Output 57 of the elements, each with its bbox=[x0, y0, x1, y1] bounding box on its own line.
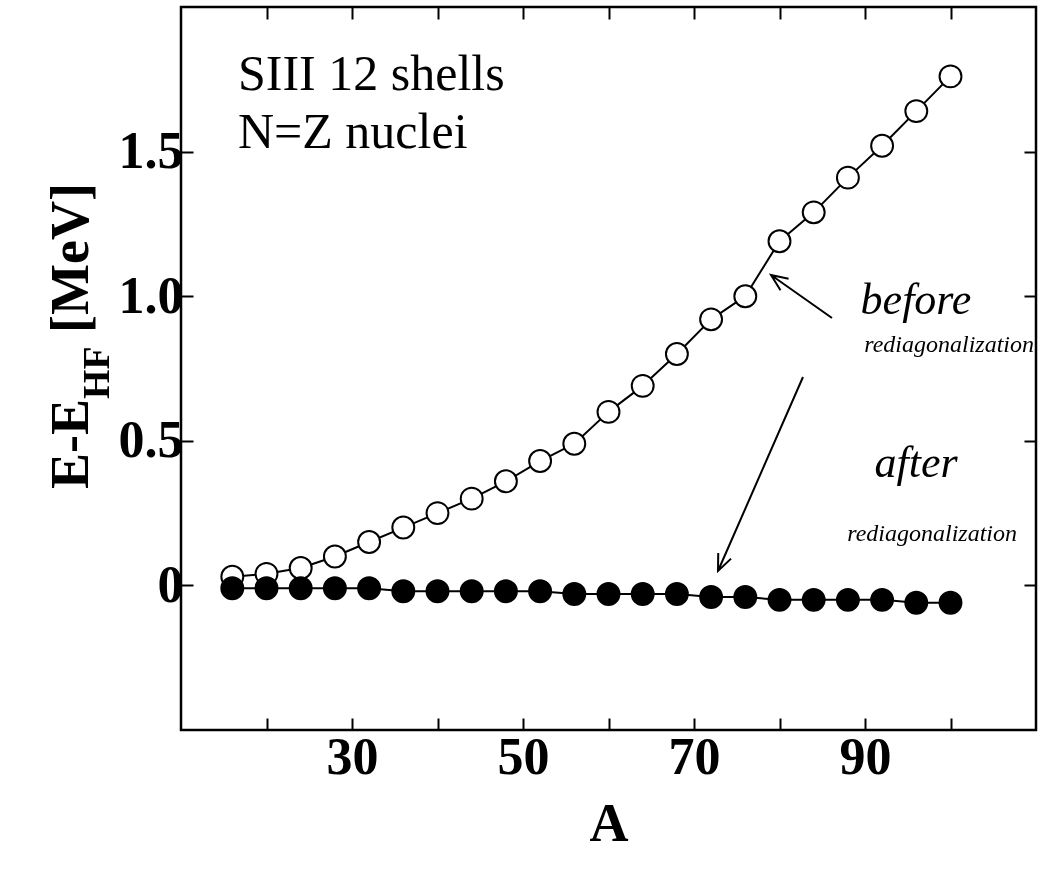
point bbox=[493, 469, 518, 494]
point bbox=[562, 431, 587, 456]
annotation: rediagonalization bbox=[847, 520, 1017, 546]
point bbox=[288, 556, 313, 580]
point bbox=[767, 587, 792, 612]
point bbox=[904, 590, 929, 615]
point bbox=[459, 579, 484, 604]
point bbox=[733, 284, 758, 309]
y-tick-label: 0 bbox=[157, 555, 184, 613]
annotation: before bbox=[860, 275, 972, 324]
point bbox=[493, 579, 518, 604]
y-tick-label: 1.5 bbox=[118, 122, 184, 180]
point bbox=[425, 579, 450, 604]
point bbox=[425, 501, 450, 526]
point bbox=[664, 342, 689, 366]
point bbox=[630, 373, 655, 398]
point bbox=[767, 229, 792, 254]
point bbox=[220, 576, 245, 601]
x-tick-label: 70 bbox=[668, 727, 721, 785]
point bbox=[870, 133, 895, 158]
point bbox=[391, 515, 416, 540]
x-tick-label: 50 bbox=[497, 727, 550, 785]
x-axis-title: A bbox=[589, 792, 629, 853]
annotation: N=Z nuclei bbox=[238, 103, 468, 159]
point bbox=[938, 64, 963, 89]
point bbox=[733, 585, 758, 609]
point bbox=[391, 579, 416, 604]
point bbox=[254, 576, 279, 601]
y-tick-label: 0.5 bbox=[118, 411, 184, 469]
point bbox=[459, 486, 484, 511]
y-tick-label: 1.0 bbox=[118, 266, 184, 324]
point bbox=[562, 582, 587, 607]
point bbox=[835, 587, 860, 612]
annotation: rediagonalization bbox=[864, 331, 1034, 357]
point bbox=[596, 399, 621, 424]
point bbox=[596, 582, 621, 607]
point bbox=[528, 449, 553, 473]
annotation: SIII 12 shells bbox=[238, 45, 505, 101]
x-tick-label: 90 bbox=[839, 727, 892, 785]
point bbox=[357, 530, 382, 554]
point bbox=[835, 165, 860, 190]
point bbox=[322, 576, 347, 601]
point bbox=[801, 200, 826, 225]
point bbox=[870, 587, 895, 612]
point bbox=[904, 99, 929, 124]
point bbox=[664, 582, 689, 607]
point bbox=[322, 544, 347, 569]
point bbox=[938, 590, 963, 615]
point bbox=[630, 582, 655, 607]
point bbox=[699, 585, 724, 609]
point bbox=[288, 576, 313, 601]
point bbox=[528, 579, 553, 604]
x-tick-label: 30 bbox=[326, 727, 379, 785]
point bbox=[357, 576, 382, 601]
point bbox=[801, 587, 826, 612]
annotation: after bbox=[874, 438, 959, 487]
point bbox=[699, 307, 724, 332]
